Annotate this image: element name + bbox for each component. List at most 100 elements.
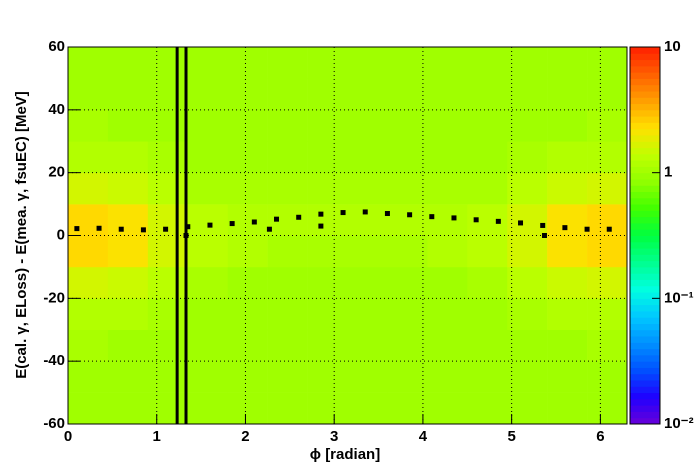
profile-point: [384, 211, 390, 217]
x-axis-title: ϕ [radian]: [310, 446, 380, 463]
heat-cell: [547, 329, 588, 362]
colorbar-segment: [630, 141, 660, 149]
profile-point: [251, 219, 257, 225]
heat-cell: [307, 141, 348, 173]
heat-cell: [147, 329, 189, 362]
colorbar-segment: [630, 279, 660, 287]
y-tick-label: 0: [57, 226, 65, 243]
profile-point: [473, 217, 479, 223]
heat-cell: [547, 141, 588, 173]
heat-cell: [467, 235, 508, 268]
heat-cell: [587, 361, 628, 393]
profile-point: [318, 223, 324, 229]
y-tick-label: -40: [43, 352, 65, 369]
heat-cell: [547, 361, 588, 393]
heat-cell: [267, 329, 308, 362]
colorbar-segment: [630, 229, 660, 236]
heat-cell: [467, 109, 508, 142]
profile-point: [185, 224, 191, 230]
colorbar-frame: [629, 46, 661, 425]
colorbar-segment: [630, 273, 660, 280]
colorbar-segment: [630, 197, 660, 205]
heat-cell: [307, 78, 348, 111]
heat-cell: [427, 298, 468, 331]
heat-cell: [187, 47, 229, 79]
colorbar-segment: [630, 78, 660, 86]
heat-cell: [507, 172, 548, 205]
heat-cell: [187, 172, 229, 205]
profile-point: [584, 226, 590, 232]
heat-cell: [387, 109, 428, 142]
colorbar-segment: [630, 386, 660, 394]
colorbar-segment: [630, 373, 660, 381]
heat-cell: [267, 204, 308, 236]
x-tick-label: 6: [596, 428, 604, 445]
heat-cell: [427, 78, 468, 111]
heat-cell: [547, 172, 588, 205]
profile-point: [183, 233, 189, 238]
colorbar-segment: [630, 84, 660, 92]
heat-cell: [347, 78, 388, 111]
colorbar-segment: [630, 392, 660, 400]
heat-cell: [107, 141, 149, 173]
x-tick-label: 5: [507, 428, 515, 445]
heat-cell: [68, 47, 109, 79]
heat-cell: [227, 141, 268, 173]
heat-cell: [347, 141, 388, 173]
heat-cell: [107, 109, 149, 142]
heat-cell: [547, 266, 588, 299]
heat-cell: [347, 172, 388, 205]
heat-cell: [587, 141, 628, 173]
heat-cell: [387, 298, 428, 331]
heat-cell: [507, 109, 548, 142]
heat-cell: [547, 47, 588, 79]
heat-cell: [107, 361, 149, 393]
heat-cell: [587, 235, 628, 268]
heat-cell: [307, 392, 348, 425]
heat-cell: [427, 47, 468, 79]
heat-cell: [187, 361, 229, 393]
colorbar-segment: [630, 160, 660, 167]
colorbar-segment: [630, 336, 660, 343]
heat-cell: [227, 235, 268, 268]
heat-cell: [467, 172, 508, 205]
heat-cell: [307, 172, 348, 205]
heat-cell: [467, 298, 508, 331]
heat-cell: [147, 172, 189, 205]
colorbar-segment: [630, 254, 660, 262]
colorbar-segment: [630, 65, 660, 73]
colorbar-segment: [630, 172, 660, 180]
profile-point: [207, 222, 213, 228]
heat-cell: [107, 172, 149, 205]
heat-cell: [187, 298, 229, 331]
colorbar-segment: [630, 380, 660, 387]
heat-cell: [507, 47, 548, 79]
heat-cell: [387, 141, 428, 173]
heat-cell: [147, 298, 189, 331]
heat-cell: [267, 266, 308, 299]
colorbar-segment: [630, 59, 660, 67]
heat-cell: [467, 78, 508, 111]
heat-cell: [467, 266, 508, 299]
heat-cell: [387, 329, 428, 362]
heat-cell: [107, 392, 149, 425]
colorbar-segment: [630, 185, 660, 193]
heat-cell: [427, 172, 468, 205]
colorbar-segment: [630, 317, 660, 324]
heat-cell: [68, 172, 109, 205]
profile-point: [96, 225, 102, 231]
heat-cell: [147, 235, 189, 268]
heat-cell: [68, 78, 109, 111]
heat-cell: [107, 78, 149, 111]
heat-cell: [307, 298, 348, 331]
y-axis-title: E(cal. γ, ELoss) - E(mea. γ, fsuEC) [MeV…: [13, 91, 30, 379]
heat-cell: [147, 266, 189, 299]
heat-cell: [68, 361, 109, 393]
heat-cell: [68, 329, 109, 362]
colorbar-segment: [630, 204, 660, 211]
colorbar-segment: [630, 367, 660, 375]
heat-cell: [427, 266, 468, 299]
x-tick-label: 3: [330, 428, 338, 445]
profile-point: [74, 226, 80, 232]
y-tick-label: -20: [43, 289, 65, 306]
